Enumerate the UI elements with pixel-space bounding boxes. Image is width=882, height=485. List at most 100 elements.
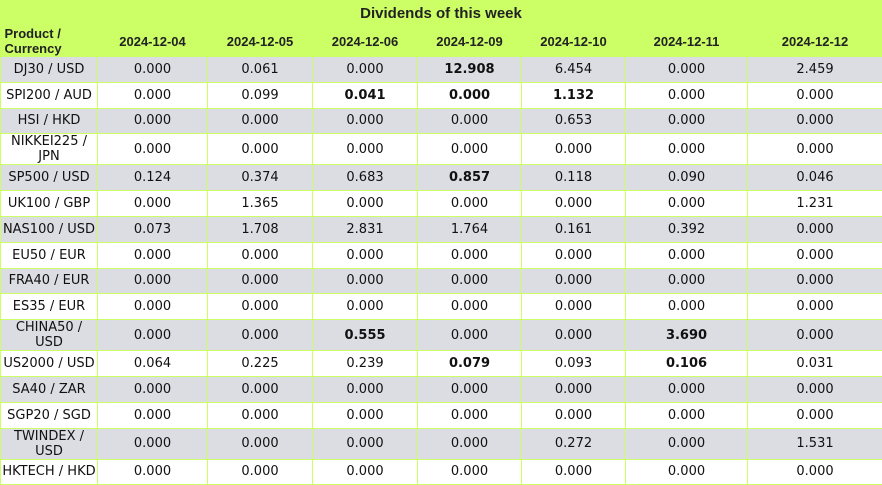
dividend-cell: 0.000 — [418, 402, 522, 428]
dividend-cell: 0.000 — [313, 428, 418, 459]
header-product: Product / Currency — [1, 26, 98, 57]
dividend-cell: 0.000 — [313, 108, 418, 134]
dividend-cell: 0.000 — [208, 428, 313, 459]
dividend-cell: 0.000 — [98, 376, 208, 402]
dividend-cell: 0.000 — [418, 82, 522, 108]
dividend-cell: 0.000 — [313, 191, 418, 217]
dividend-cell: 0.000 — [98, 320, 208, 351]
header-date: 2024-12-12 — [748, 26, 882, 57]
dividend-cell: 0.000 — [418, 191, 522, 217]
dividend-cell: 0.090 — [626, 165, 748, 191]
dividend-cell: 0.000 — [418, 242, 522, 268]
dividend-cell: 0.073 — [98, 216, 208, 242]
dividend-cell: 0.000 — [208, 459, 313, 485]
product-cell: ES35 / EUR — [1, 294, 98, 320]
dividend-cell: 0.000 — [418, 294, 522, 320]
dividend-cell: 1.132 — [522, 82, 626, 108]
header-date: 2024-12-05 — [208, 26, 313, 57]
header-date: 2024-12-11 — [626, 26, 748, 57]
product-cell: US2000 / USD — [1, 351, 98, 377]
dividend-cell: 0.000 — [748, 108, 882, 134]
dividend-cell: 0.392 — [626, 216, 748, 242]
dividend-cell: 0.000 — [522, 294, 626, 320]
dividend-cell: 0.000 — [522, 242, 626, 268]
dividends-panel: Dividends of this week Product / Currenc… — [0, 0, 882, 469]
dividend-cell: 1.365 — [208, 191, 313, 217]
dividend-cell: 0.000 — [522, 376, 626, 402]
dividend-cell: 0.000 — [748, 402, 882, 428]
dividend-cell: 0.000 — [98, 402, 208, 428]
dividend-cell: 0.683 — [313, 165, 418, 191]
dividend-cell: 0.000 — [418, 376, 522, 402]
dividend-cell: 0.000 — [522, 191, 626, 217]
dividend-cell: 0.000 — [522, 320, 626, 351]
product-cell: FRA40 / EUR — [1, 268, 98, 294]
dividend-cell: 0.079 — [418, 351, 522, 377]
dividend-cell: 1.531 — [748, 428, 882, 459]
dividend-cell: 6.454 — [522, 57, 626, 83]
dividend-cell: 0.000 — [418, 428, 522, 459]
dividend-cell: 0.064 — [98, 351, 208, 377]
product-cell: HSI / HKD — [1, 108, 98, 134]
dividend-cell: 0.093 — [522, 351, 626, 377]
dividend-cell: 0.555 — [313, 320, 418, 351]
dividend-cell: 0.000 — [98, 294, 208, 320]
dividend-cell: 0.000 — [748, 320, 882, 351]
dividend-cell: 0.653 — [522, 108, 626, 134]
product-cell: SGP20 / SGD — [1, 402, 98, 428]
dividend-cell: 0.225 — [208, 351, 313, 377]
dividend-cell: 0.000 — [313, 268, 418, 294]
dividend-cell: 0.000 — [313, 376, 418, 402]
dividend-cell: 12.908 — [418, 57, 522, 83]
dividend-cell: 0.239 — [313, 351, 418, 377]
dividend-cell: 0.000 — [626, 268, 748, 294]
dividend-cell: 0.000 — [313, 57, 418, 83]
product-cell: SP500 / USD — [1, 165, 98, 191]
dividend-cell: 0.000 — [522, 459, 626, 485]
dividend-cell: 0.041 — [313, 82, 418, 108]
dividend-cell: 0.000 — [748, 242, 882, 268]
dividend-cell: 0.000 — [418, 134, 522, 165]
dividend-cell: 0.000 — [626, 376, 748, 402]
product-cell: CHINA50 / USD — [1, 320, 98, 351]
dividend-cell: 0.000 — [98, 108, 208, 134]
dividend-cell: 0.000 — [313, 134, 418, 165]
dividend-cell: 0.000 — [626, 82, 748, 108]
dividend-cell: 0.000 — [748, 294, 882, 320]
dividend-cell: 0.272 — [522, 428, 626, 459]
dividend-cell: 0.000 — [208, 320, 313, 351]
dividend-cell: 0.000 — [208, 134, 313, 165]
dividend-cell: 0.000 — [313, 242, 418, 268]
dividend-cell: 3.690 — [626, 320, 748, 351]
product-cell: SA40 / ZAR — [1, 376, 98, 402]
product-cell: NAS100 / USD — [1, 216, 98, 242]
product-cell: NIKKEI225 / JPN — [1, 134, 98, 165]
dividend-cell: 0.046 — [748, 165, 882, 191]
dividend-cell: 0.000 — [208, 268, 313, 294]
dividend-cell: 0.000 — [98, 428, 208, 459]
product-cell: DJ30 / USD — [1, 57, 98, 83]
dividend-cell: 0.000 — [626, 459, 748, 485]
dividend-cell: 0.106 — [626, 351, 748, 377]
product-cell: EU50 / EUR — [1, 242, 98, 268]
dividend-cell: 0.000 — [98, 57, 208, 83]
header-date: 2024-12-04 — [98, 26, 208, 57]
dividend-cell: 0.031 — [748, 351, 882, 377]
dividend-cell: 0.000 — [208, 402, 313, 428]
dividend-cell: 0.000 — [748, 82, 882, 108]
dividend-cell: 0.000 — [418, 108, 522, 134]
dividend-cell: 0.000 — [208, 294, 313, 320]
dividend-cell: 0.000 — [748, 216, 882, 242]
dividend-cell: 0.374 — [208, 165, 313, 191]
dividend-cell: 0.000 — [208, 376, 313, 402]
dividend-cell: 0.000 — [208, 108, 313, 134]
dividend-cell: 0.000 — [98, 134, 208, 165]
